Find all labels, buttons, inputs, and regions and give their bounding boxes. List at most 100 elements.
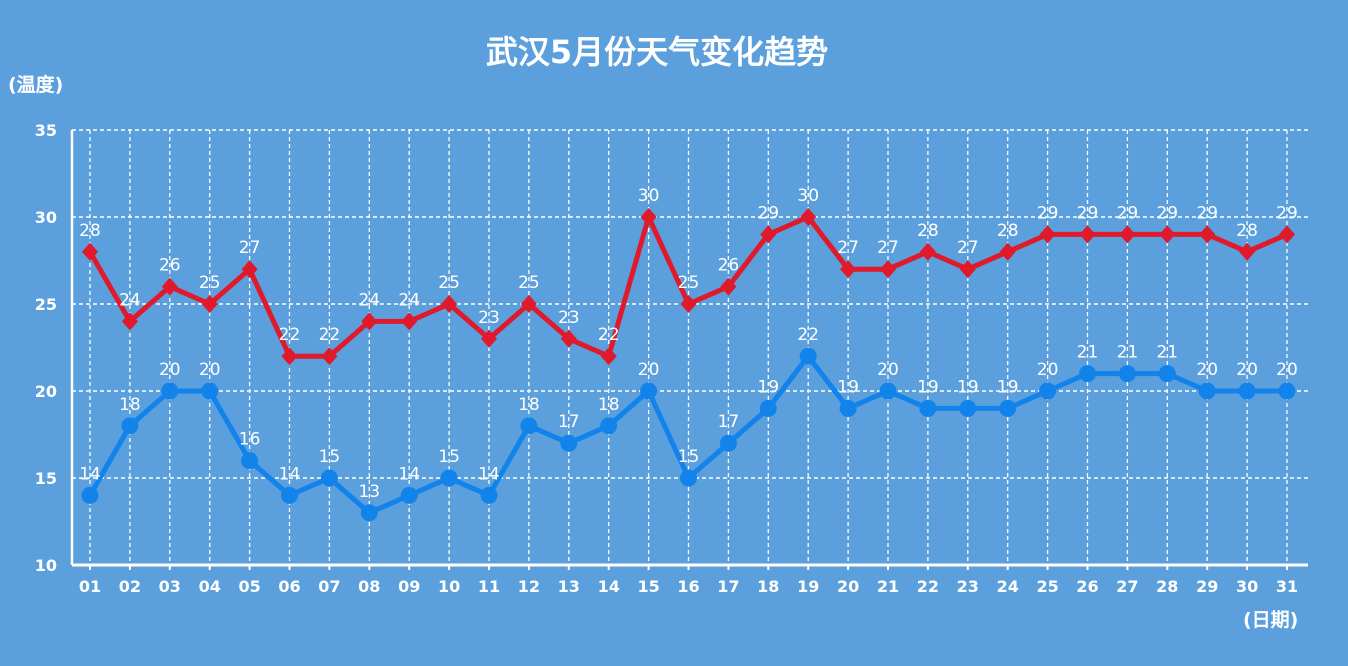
data-label: 28 [917,221,939,241]
data-point [441,295,458,313]
data-point [880,260,896,279]
x-tick-label: 10 [438,577,460,596]
data-point [760,225,777,244]
data-point [480,486,498,504]
x-tick-label: 21 [877,577,899,596]
x-tick-label: 19 [797,577,819,596]
data-label: 21 [1156,343,1178,363]
data-label: 29 [1077,203,1099,223]
data-point [201,295,218,313]
data-point [919,399,937,417]
data-point [1039,382,1057,400]
x-tick-label: 29 [1196,577,1218,596]
data-label: 19 [997,377,1019,397]
data-point [1159,225,1176,244]
data-label: 30 [638,186,660,206]
y-tick-label: 15 [35,469,57,488]
data-label: 28 [79,221,101,241]
data-label: 23 [558,308,580,328]
data-label: 18 [598,395,620,415]
data-point [321,347,338,366]
x-tick-label: 20 [837,577,859,596]
data-point [1079,365,1096,383]
data-point [201,382,219,400]
data-point [401,312,418,331]
data-point [840,260,857,279]
data-label: 25 [438,273,460,293]
data-point [1079,225,1096,244]
data-label: 29 [1196,203,1218,223]
y-tick-labels: 10 15 20 25 30 35 [35,121,57,575]
data-point [560,434,578,452]
data-label: 27 [239,238,261,258]
data-point [241,452,259,470]
data-point [800,208,817,226]
data-point [1279,225,1295,244]
x-tick-label: 02 [119,577,141,596]
data-label: 22 [797,325,819,345]
data-point [839,399,857,417]
x-tick-label: 22 [917,577,939,596]
x-tick-label: 14 [598,577,620,596]
data-label: 24 [119,290,141,310]
data-label: 25 [518,273,540,293]
x-tick-labels: 01 02 03 04 05 06 07 08 09 10 11 12 13 14 15 16 17 18 19 20… [79,577,1298,596]
data-label: 19 [837,377,859,397]
data-label: 14 [478,464,500,484]
data-label: 15 [438,447,460,467]
data-label: 14 [279,464,301,484]
y-tick-label: 30 [35,208,57,227]
y-tick-label: 25 [35,295,57,314]
x-tick-label: 01 [79,577,101,596]
data-point [121,312,138,331]
data-point [1278,382,1296,400]
x-tick-label: 24 [997,577,1019,596]
data-label: 30 [797,186,819,206]
data-point [81,486,99,504]
data-label: 23 [478,308,500,328]
data-point [320,469,338,487]
data-point [799,347,817,365]
data-label: 24 [398,290,420,310]
data-point [360,504,378,522]
data-point [281,347,298,366]
data-point [1118,365,1136,383]
data-point [680,295,697,313]
data-label: 17 [558,412,580,432]
data-point [281,486,298,504]
data-label: 15 [319,447,341,467]
data-point [719,434,737,452]
x-tick-label: 03 [159,577,181,596]
data-point [82,242,98,261]
data-label: 25 [678,273,700,293]
data-label: 20 [638,360,660,380]
data-point [1239,242,1256,261]
x-tick-label: 17 [717,577,739,596]
x-axis-unit-label: (日期) [1243,609,1298,631]
data-point [999,242,1016,261]
x-tick-label: 27 [1116,577,1138,596]
x-tick-label: 18 [757,577,779,596]
data-label: 20 [1037,360,1059,380]
y-tick-label: 35 [35,121,57,140]
data-point [720,277,737,296]
data-point [161,382,179,400]
x-tick-label: 26 [1076,577,1098,596]
data-label: 29 [1117,203,1139,223]
x-tick-label: 13 [558,577,580,596]
data-point [161,277,178,296]
data-label: 24 [358,290,380,310]
data-point [1199,225,1216,244]
x-tick-label: 16 [677,577,699,596]
series-group: 28 24 26 25 27 22 22 24 24 25 23 25 23 22 30 25 26 29 30 27… [79,186,1298,522]
data-label: 29 [1276,203,1298,223]
data-point [640,208,657,226]
data-label: 27 [957,238,979,258]
data-point [959,399,977,417]
x-tick-label: 30 [1236,577,1258,596]
data-label: 27 [877,238,899,258]
data-label: 13 [358,482,380,502]
x-tick-label: 25 [1036,577,1058,596]
data-label: 18 [518,395,540,415]
y-axis-unit-label: (温度) [8,73,63,96]
